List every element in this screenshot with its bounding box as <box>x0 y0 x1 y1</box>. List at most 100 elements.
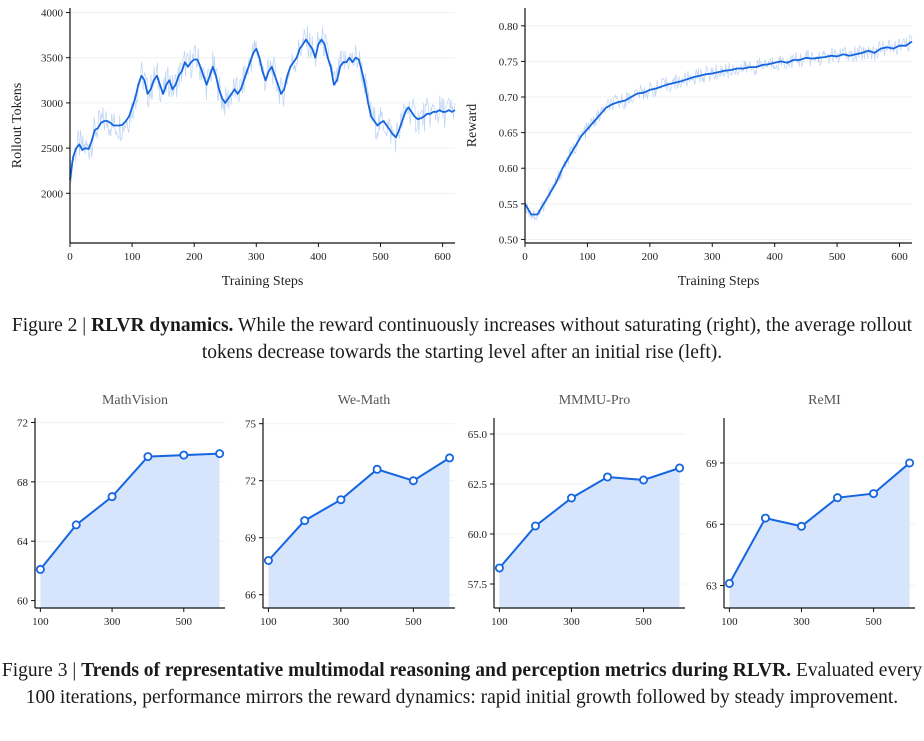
chart-6-point-4 <box>869 489 879 499</box>
chart-2-ytick-label-4: 0.70 <box>499 92 519 104</box>
chart-1-ytick-label-2: 3000 <box>41 98 64 110</box>
chart-5-area <box>499 468 680 608</box>
figure-3-caption: Figure 3 | Trends of representative mult… <box>0 657 924 711</box>
chart-5-point-1 <box>530 521 540 531</box>
chart-5-title: MMMU-Pro <box>559 393 631 408</box>
chart-4-ytick-label-2: 72 <box>245 476 256 488</box>
chart-3-ytick-label-0: 60 <box>17 596 29 608</box>
chart-2-xtick-label-0: 0 <box>522 251 528 263</box>
chart-2-series-line <box>524 40 913 216</box>
chart-6-series-line <box>728 462 911 584</box>
chart-5-xtick-label-2: 500 <box>635 616 652 628</box>
chart-5-point-5 <box>675 463 685 473</box>
chart-6-ytick-label-1: 66 <box>706 519 718 531</box>
chart-3-area <box>40 453 220 608</box>
chart-1-xtick-label-3: 300 <box>248 251 265 263</box>
chart-4-xtick-label-1: 300 <box>333 616 350 628</box>
chart-1-xtick-label-5: 500 <box>372 251 389 263</box>
chart-3-ytick-label-1: 64 <box>17 536 29 548</box>
chart-5-xtick-label-1: 300 <box>563 616 580 628</box>
chart-2-y-axis-label: Reward <box>465 104 480 148</box>
chart-5-point-0 <box>494 563 504 573</box>
chart-2-ytick-label-5: 0.75 <box>499 56 519 68</box>
chart-1-xtick-label-4: 400 <box>310 251 327 263</box>
chart-3-xtick-label-2: 500 <box>176 616 193 628</box>
chart-2-xtick-label-3: 300 <box>704 251 721 263</box>
chart-6-xtick-label-0: 100 <box>721 616 738 628</box>
chart-4-point-1 <box>300 516 310 526</box>
figure-2-caption-bold: RLVR dynamics. <box>91 315 234 336</box>
figure-2-caption: Figure 2 | RLVR dynamics. While the rewa… <box>0 312 924 366</box>
chart-1-xtick-label-6: 600 <box>434 251 451 263</box>
chart-3-series-line <box>39 452 220 571</box>
chart-4-point-3 <box>372 464 382 474</box>
chart-2-ytick-label-0: 0.50 <box>499 234 519 246</box>
chart-3-point-5 <box>215 449 225 459</box>
chart-2-raw-line <box>524 34 913 221</box>
chart-4-point-2 <box>336 495 346 505</box>
chart-2-ytick-label-2: 0.60 <box>499 163 519 175</box>
chart-5-ytick-label-1: 60.0 <box>468 529 488 541</box>
chart-6-ytick-label-2: 69 <box>706 458 718 470</box>
chart-2-xtick-label-5: 500 <box>829 251 846 263</box>
chart-6-point-2 <box>796 521 806 531</box>
chart-2-xtick-label-1: 100 <box>579 251 596 263</box>
chart-4-area <box>268 457 450 608</box>
chart-5-point-4 <box>639 475 649 485</box>
chart-3-ytick-label-2: 68 <box>17 477 29 489</box>
chart-1-ytick-label-1: 2500 <box>41 143 64 155</box>
chart-3-xtick-label-1: 300 <box>104 616 121 628</box>
chart-3-point-2 <box>107 492 117 502</box>
chart-2-x-axis-label: Training Steps <box>678 274 760 289</box>
chart-3-point-1 <box>71 520 81 530</box>
chart-4-ytick-label-1: 69 <box>245 533 257 545</box>
figure-2-caption-text: While the reward continuously increases … <box>201 315 913 363</box>
chart-1-series-line <box>69 38 456 180</box>
chart-1-xtick-label-2: 200 <box>186 251 203 263</box>
chart-5-series-line <box>498 467 680 569</box>
chart-2-xtick-label-4: 400 <box>766 251 783 263</box>
chart-2-xtick-label-2: 200 <box>642 251 659 263</box>
chart-1-ytick-label-0: 2000 <box>41 188 64 200</box>
chart-4-series-line <box>267 457 451 562</box>
figure-3-caption-text: Evaluated every 100 iterations, performa… <box>25 660 923 708</box>
chart-3-point-3 <box>143 452 153 462</box>
chart-4-xtick-label-0: 100 <box>260 616 277 628</box>
chart-6-ytick-label-0: 63 <box>706 581 718 593</box>
chart-5-point-2 <box>566 493 576 503</box>
chart-6-point-5 <box>905 458 915 468</box>
chart-6-title: ReMI <box>808 393 841 408</box>
chart-3-ytick-label-3: 72 <box>17 417 28 429</box>
chart-2-xtick-label-6: 600 <box>891 251 908 263</box>
chart-1-ytick-label-4: 4000 <box>41 8 64 20</box>
chart-4-title: We-Math <box>338 393 391 408</box>
chart-6-xtick-label-1: 300 <box>793 616 810 628</box>
chart-5-ytick-label-2: 62.5 <box>468 479 488 491</box>
chart-2-ytick-label-1: 0.55 <box>499 199 519 211</box>
chart-1-x-axis-label: Training Steps <box>222 274 304 289</box>
chart-2-ytick-label-3: 0.65 <box>499 128 519 140</box>
chart-3-point-4 <box>179 450 189 460</box>
chart-6-area <box>729 462 910 608</box>
chart-5-ytick-label-0: 57.5 <box>468 579 488 591</box>
figure-2-caption-prefix: Figure 2 | <box>11 315 92 336</box>
chart-6-point-3 <box>833 493 843 503</box>
chart-3-point-0 <box>35 564 45 574</box>
chart-1-y-axis-label: Rollout Tokens <box>10 83 25 169</box>
chart-3-title: MathVision <box>102 393 168 408</box>
chart-5-xtick-label-0: 100 <box>491 616 508 628</box>
chart-4-ytick-label-0: 66 <box>245 590 257 602</box>
chart-1-ytick-label-3: 3500 <box>41 53 64 65</box>
chart-1-xtick-label-0: 0 <box>67 251 73 263</box>
chart-4-point-5 <box>445 453 455 463</box>
chart-4-point-0 <box>263 556 273 566</box>
chart-5-point-3 <box>603 472 613 482</box>
chart-6-point-0 <box>724 578 734 588</box>
chart-6-xtick-label-2: 500 <box>865 616 882 628</box>
chart-4-ytick-label-3: 75 <box>245 419 257 431</box>
chart-4-xtick-label-2: 500 <box>405 616 422 628</box>
chart-4-point-4 <box>408 476 418 486</box>
chart-6-point-1 <box>760 513 770 523</box>
chart-5-ytick-label-3: 65.0 <box>468 429 488 441</box>
